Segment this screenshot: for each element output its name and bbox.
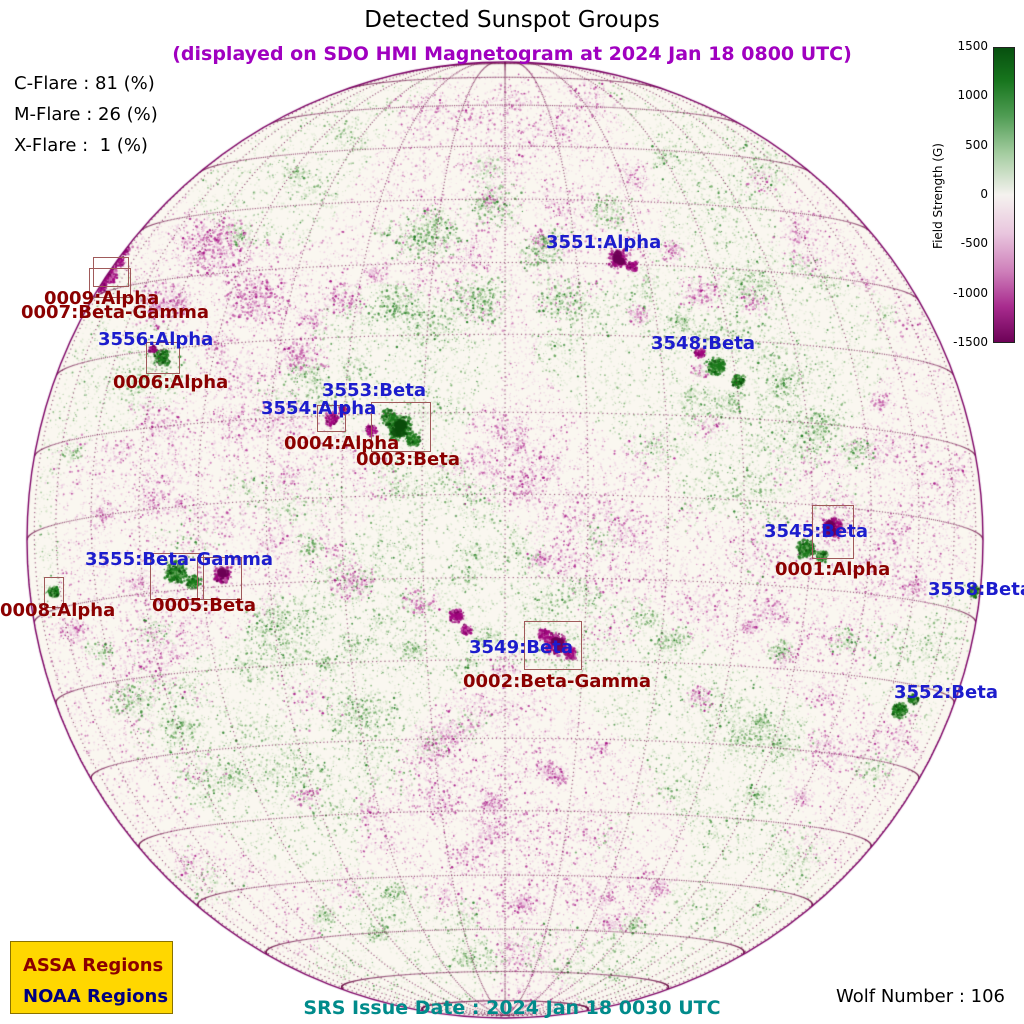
wolf-number: Wolf Number : 106: [836, 986, 1005, 1007]
srs-issue-date: SRS Issue Date : 2024 Jan 18 0030 UTC: [303, 997, 721, 1019]
flare-forecast: C-Flare : 81 (%) M-Flare : 26 (%) X-Flar…: [14, 73, 158, 166]
legend-box: ASSA Regions NOAA Regions: [10, 941, 173, 1014]
legend-noaa-label: NOAA Regions: [23, 986, 169, 1007]
c-flare-probability: C-Flare : 81 (%): [14, 73, 155, 94]
x-flare-probability: X-Flare : 1 (%): [14, 135, 148, 156]
page-title: Detected Sunspot Groups: [364, 7, 660, 33]
legend-assa-label: ASSA Regions: [23, 955, 164, 976]
subtitle: (displayed on SDO HMI Magnetogram at 202…: [172, 43, 852, 65]
m-flare-probability: M-Flare : 26 (%): [14, 104, 158, 125]
